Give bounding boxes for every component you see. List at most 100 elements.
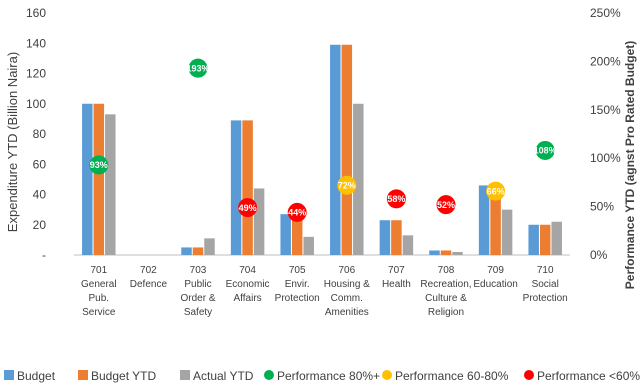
category-label: 705 bbox=[289, 265, 306, 276]
legend-label: Budget bbox=[17, 369, 56, 383]
y-tick-label: 140 bbox=[26, 36, 46, 50]
bar-actual-ytd bbox=[501, 209, 513, 255]
bar-actual-ytd bbox=[105, 114, 116, 256]
category-label: Safety bbox=[184, 307, 212, 318]
category-label: 710 bbox=[537, 265, 554, 276]
category-label: 702 bbox=[140, 265, 157, 276]
bar-budget-ytd bbox=[291, 214, 303, 255]
category-label: Envir. bbox=[285, 279, 310, 290]
category-label: Public bbox=[184, 279, 211, 290]
performance-marker bbox=[238, 198, 258, 218]
performance-marker bbox=[337, 175, 357, 195]
y2-tick-label: 150% bbox=[590, 103, 621, 117]
bar-budget bbox=[230, 120, 242, 255]
bar-budget bbox=[280, 214, 291, 255]
y-tick-label: 60 bbox=[33, 157, 47, 171]
bar-budget-ytd bbox=[490, 185, 501, 255]
y2-tick-label: 50% bbox=[590, 200, 614, 214]
category-label: Culture & bbox=[425, 293, 467, 304]
category-label: Defence bbox=[130, 279, 168, 290]
y-tick-label: 80 bbox=[33, 127, 47, 141]
legend-label: Performance 80%+ bbox=[277, 369, 380, 383]
y2-axis-title: Performance YTD (agnst Pro Rated Budget) bbox=[623, 41, 637, 289]
bar-budget bbox=[528, 224, 539, 255]
y-tick-label: - bbox=[42, 248, 46, 262]
bar-budget bbox=[82, 103, 93, 255]
category-label: Education bbox=[473, 279, 517, 290]
bar-actual-ytd bbox=[253, 188, 265, 255]
performance-marker bbox=[486, 181, 506, 201]
category-label: 706 bbox=[338, 265, 355, 276]
y-tick-label: 160 bbox=[26, 6, 46, 20]
performance-marker bbox=[535, 140, 555, 160]
performance-marker bbox=[386, 189, 406, 209]
category-label: Affairs bbox=[234, 293, 262, 304]
bar-budget-ytd bbox=[391, 220, 402, 255]
legend-swatch bbox=[78, 370, 88, 380]
performance-label: 52% bbox=[437, 200, 455, 210]
bar-budget bbox=[330, 44, 341, 256]
category-label: Economic bbox=[226, 279, 270, 290]
legend-label: Performance 60-80% bbox=[395, 369, 509, 383]
performance-label: 108% bbox=[534, 146, 557, 156]
performance-label: 193% bbox=[186, 63, 209, 73]
category-label: Protection bbox=[523, 293, 568, 304]
performance-label: 49% bbox=[239, 203, 257, 213]
bar-budget bbox=[429, 250, 440, 255]
category-label: Service bbox=[82, 307, 116, 318]
bar-budget-ytd bbox=[341, 44, 353, 256]
performance-marker bbox=[188, 58, 208, 78]
category-label: 704 bbox=[239, 265, 256, 276]
legend-marker bbox=[264, 370, 274, 380]
bar-actual-ytd bbox=[303, 236, 314, 255]
bar-budget bbox=[478, 185, 490, 255]
bar-actual-ytd bbox=[204, 238, 215, 255]
category-label: Religion bbox=[428, 307, 464, 318]
legend-swatch bbox=[4, 370, 14, 380]
legend-marker bbox=[382, 370, 392, 380]
bar-actual-ytd bbox=[551, 221, 562, 255]
y2-tick-label: 0% bbox=[590, 248, 608, 262]
category-label: Order & bbox=[180, 293, 215, 304]
y-axis-title: Expenditure YTD (Billion Naira) bbox=[5, 52, 20, 232]
category-label: General bbox=[81, 279, 117, 290]
bar-actual-ytd bbox=[402, 235, 414, 255]
performance-marker bbox=[287, 202, 307, 222]
legend: Budget Budget YTD Actual YTD Performance 80… bbox=[4, 369, 640, 383]
legend-label: Budget YTD bbox=[91, 369, 156, 383]
category-label: Housing & bbox=[324, 279, 370, 290]
performance-marker bbox=[436, 195, 456, 215]
y2-tick-label: 100% bbox=[590, 151, 621, 165]
bar-actual-ytd bbox=[353, 103, 364, 255]
bar-budget bbox=[181, 247, 192, 255]
category-label: 703 bbox=[190, 265, 207, 276]
category-label: 701 bbox=[90, 265, 107, 276]
bar-budget-ytd bbox=[242, 120, 253, 255]
category-label: Pub. bbox=[89, 293, 110, 304]
bar-actual-ytd bbox=[452, 251, 463, 255]
category-label: 709 bbox=[487, 265, 504, 276]
performance-label: 93% bbox=[90, 160, 108, 170]
category-label: 708 bbox=[438, 265, 455, 276]
y-tick-label: 40 bbox=[33, 188, 47, 202]
category-label: Amenities bbox=[325, 307, 369, 318]
y-tick-label: 120 bbox=[26, 67, 46, 81]
category-label: Comm. bbox=[331, 293, 363, 304]
category-label: Recreation, bbox=[420, 279, 471, 290]
y2-tick-label: 200% bbox=[590, 54, 621, 68]
performance-marker bbox=[89, 155, 109, 175]
category-label: Social bbox=[532, 279, 559, 290]
category-label: Health bbox=[382, 279, 411, 290]
category-label: Protection bbox=[275, 293, 320, 304]
bar-budget-ytd bbox=[539, 224, 551, 255]
y2-tick-label: 250% bbox=[590, 6, 621, 20]
performance-label: 44% bbox=[288, 208, 306, 218]
bar-budget-ytd bbox=[93, 103, 105, 255]
performance-label: 58% bbox=[387, 194, 405, 204]
performance-label: 72% bbox=[338, 181, 356, 191]
bar-budget bbox=[379, 220, 391, 255]
legend-swatch bbox=[180, 370, 190, 380]
bar-budget-ytd bbox=[440, 250, 452, 255]
legend-marker bbox=[524, 370, 534, 380]
